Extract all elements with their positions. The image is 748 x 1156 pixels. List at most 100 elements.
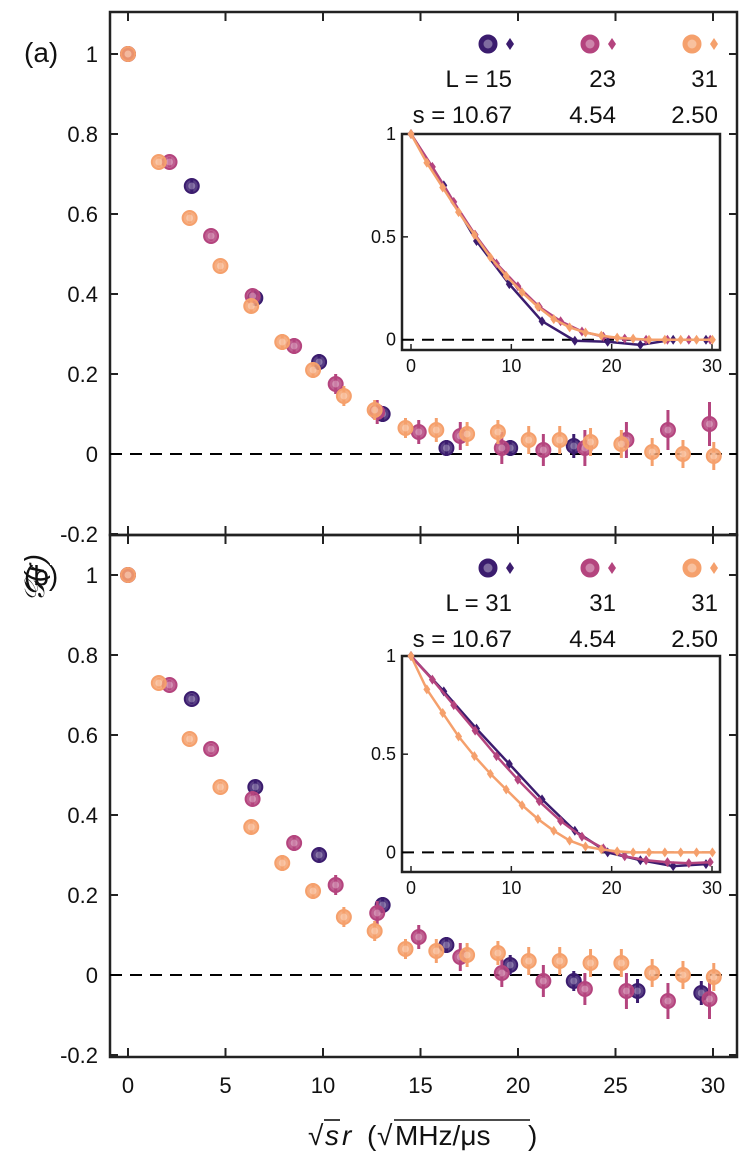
- data-point-core: [634, 987, 642, 995]
- inset-marker: [566, 322, 574, 333]
- y-tick-label: 0: [86, 963, 98, 988]
- data-point: [520, 432, 537, 448]
- y-tick-label: 0.4: [67, 282, 98, 307]
- inset-marker: [581, 841, 589, 852]
- inset-x-tick-label: 0: [406, 878, 416, 898]
- x-tick-label: 10: [311, 1073, 335, 1098]
- data-point-core: [525, 957, 533, 965]
- data-point: [243, 298, 260, 314]
- legend-marker-diamond: [608, 38, 616, 50]
- data-point-core: [506, 961, 514, 969]
- x-label-s: s: [325, 1120, 339, 1151]
- data-point: [120, 567, 136, 583]
- data-point-core: [442, 444, 450, 452]
- data-point-core: [251, 783, 259, 791]
- data-point-core: [155, 679, 163, 687]
- inset-y-tick-label: 1: [386, 124, 396, 144]
- x-label-open-paren: (: [367, 1120, 377, 1151]
- data-point-core: [340, 392, 348, 400]
- data-point: [705, 448, 722, 464]
- data-point: [576, 981, 593, 997]
- data-point: [183, 178, 200, 194]
- data-point-core: [247, 302, 255, 310]
- data-point-core: [371, 406, 379, 414]
- legend-marker-core: [483, 39, 493, 49]
- inset-marker: [470, 751, 478, 762]
- data-point: [397, 941, 414, 957]
- panel-b: (b)-0.200.20.40.60.810 5 10 15 20 25 30L = 31 3…: [24, 533, 739, 1098]
- inset-marker: [566, 835, 574, 846]
- data-point-core: [664, 426, 672, 434]
- inset-marker: [685, 858, 693, 869]
- data-point: [244, 791, 261, 807]
- data-point: [613, 955, 630, 971]
- data-point-core: [415, 933, 423, 941]
- legend-marker-core: [585, 39, 595, 49]
- x-label-unit: MHz/μs: [395, 1120, 490, 1151]
- inset-marker: [661, 334, 669, 345]
- x-label-r: r: [342, 1120, 353, 1151]
- data-point: [428, 422, 445, 438]
- y-tick-label: 0.4: [67, 803, 98, 828]
- inset-marker: [518, 800, 526, 811]
- legend-marker-core: [483, 563, 493, 573]
- inset-marker: [645, 334, 653, 345]
- inset-marker: [706, 857, 714, 868]
- inset-marker: [550, 825, 558, 836]
- data-point-core: [278, 859, 286, 867]
- inset-y-tick-label: 1: [386, 646, 396, 666]
- inset-marker: [663, 857, 671, 868]
- inset-marker: [439, 707, 447, 718]
- inset-marker: [621, 851, 629, 862]
- data-point-core: [186, 735, 194, 743]
- data-point-core: [401, 945, 409, 953]
- data-point: [366, 923, 383, 939]
- legend-marker-diamond: [608, 562, 616, 574]
- data-point: [286, 835, 303, 851]
- data-point: [659, 993, 676, 1009]
- data-point: [582, 955, 599, 971]
- y-tick-label: 0.6: [67, 202, 98, 227]
- inset-marker: [571, 335, 579, 346]
- inset-marker: [470, 229, 478, 240]
- inset-x-tick-label: 20: [602, 356, 622, 376]
- data-point: [459, 426, 476, 442]
- y-tick-label: 0.2: [67, 362, 98, 387]
- data-point: [335, 388, 352, 404]
- inset-x-tick-label: 10: [501, 356, 521, 376]
- data-point-core: [315, 851, 323, 859]
- inset-marker: [492, 751, 500, 762]
- y-tick-label: 0.2: [67, 883, 98, 908]
- data-point-core: [442, 941, 450, 949]
- inset-marker: [578, 831, 586, 842]
- inset-marker: [645, 847, 653, 858]
- data-point-core: [622, 987, 630, 995]
- data-point-core: [155, 158, 163, 166]
- legend-s-value: 2.50: [671, 102, 718, 129]
- inset-marker: [514, 774, 522, 785]
- legend-marker-core: [585, 563, 595, 573]
- legend-marker-circle: [478, 558, 498, 578]
- data-point-core: [556, 436, 564, 444]
- data-point: [212, 258, 229, 274]
- inset-marker: [502, 270, 510, 281]
- legend-marker-core: [687, 563, 697, 573]
- inset-marker: [471, 725, 479, 736]
- inset-x-tick-label: 30: [702, 356, 722, 376]
- inset-marker: [428, 674, 436, 685]
- data-point-core: [247, 823, 255, 831]
- x-tick-label: 0: [122, 1073, 134, 1098]
- legend-marker-circle: [682, 34, 702, 54]
- inset-marker: [407, 129, 415, 139]
- inset-marker: [708, 847, 716, 858]
- x-label-close-paren: ): [528, 1120, 537, 1151]
- legend-L-label: L = 31: [445, 590, 512, 617]
- x-tick-label: 30: [701, 1073, 725, 1098]
- data-point: [369, 905, 386, 921]
- panel-a: (a) -0.2 0 0.2 0.4 0.6 0.8 1 L = 15 23 31 s = 10.67…: [24, 10, 739, 547]
- data-point: [659, 422, 676, 438]
- data-point-core: [249, 292, 257, 300]
- data-point: [701, 991, 718, 1007]
- inset-marker: [502, 784, 510, 795]
- data-point-core: [539, 446, 547, 454]
